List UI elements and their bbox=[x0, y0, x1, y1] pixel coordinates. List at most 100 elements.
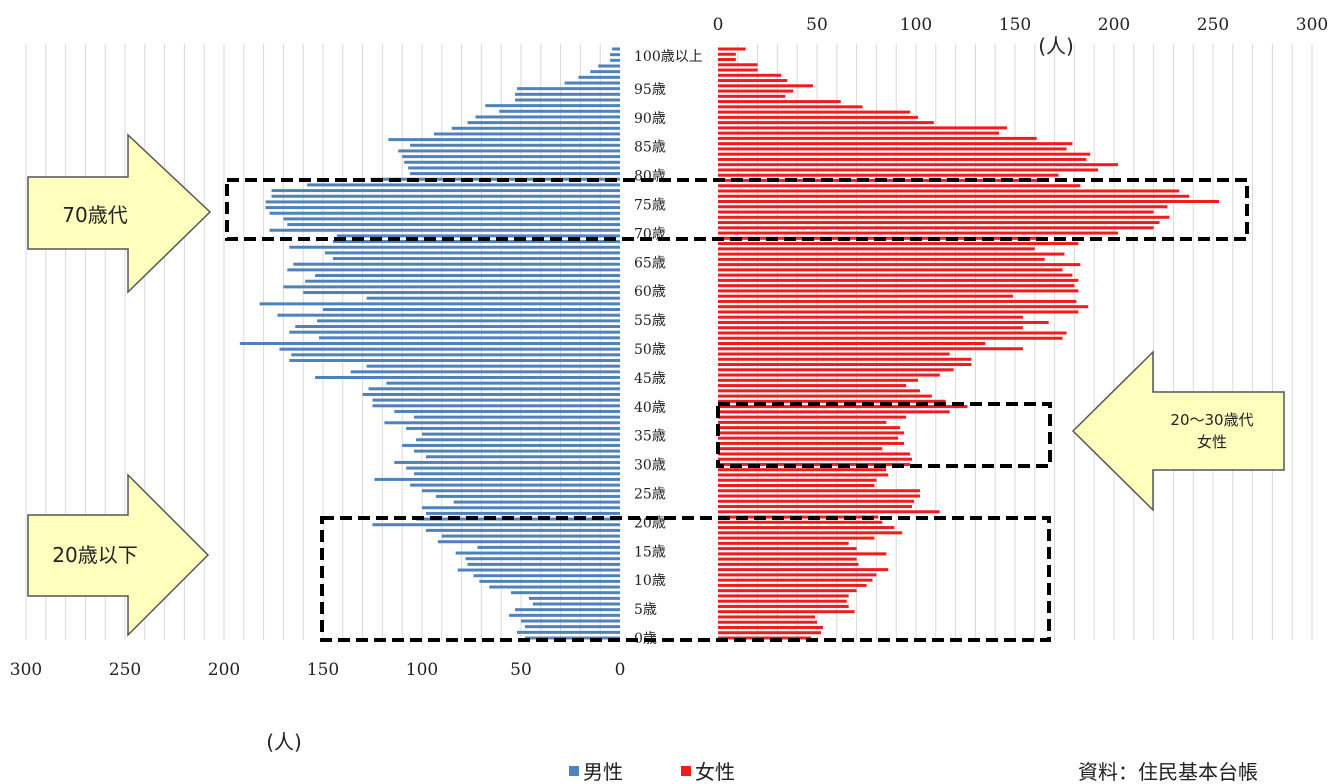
bar-female bbox=[718, 226, 1154, 230]
bar-female bbox=[718, 394, 932, 398]
bar-male bbox=[473, 574, 620, 578]
bar-female bbox=[718, 58, 736, 62]
bar-female bbox=[718, 115, 918, 119]
age-label: 50歳 bbox=[634, 342, 666, 358]
bar-female bbox=[718, 278, 1079, 282]
bar-male bbox=[394, 460, 620, 464]
bar-male bbox=[479, 579, 620, 583]
tick-label-right: 100 bbox=[900, 15, 932, 35]
bar-female bbox=[718, 320, 1049, 324]
bar-male bbox=[271, 194, 620, 198]
bar-female bbox=[718, 194, 1190, 198]
bar-female bbox=[718, 415, 907, 419]
bar-male bbox=[457, 568, 620, 572]
bar-male bbox=[422, 489, 620, 493]
bar-male bbox=[515, 98, 620, 102]
bar-female bbox=[718, 547, 857, 551]
bar-female bbox=[718, 263, 1081, 267]
bar-female bbox=[718, 631, 821, 635]
bar-male bbox=[289, 330, 620, 334]
bar-female bbox=[718, 573, 877, 577]
bar-female bbox=[718, 615, 816, 619]
age-label: 5歳 bbox=[634, 602, 657, 618]
bar-male bbox=[467, 562, 620, 566]
bar-female bbox=[718, 110, 911, 114]
bar-female bbox=[718, 610, 855, 614]
bar-female bbox=[718, 84, 814, 88]
bar-male bbox=[416, 438, 620, 442]
bar-male bbox=[422, 506, 620, 510]
bar-female bbox=[718, 247, 1035, 251]
tick-label-right: 0 bbox=[713, 15, 724, 35]
bar-female bbox=[718, 399, 946, 403]
bar-female bbox=[718, 552, 887, 556]
bar-female bbox=[718, 168, 1099, 172]
bar-female bbox=[718, 315, 1023, 319]
bar-male bbox=[532, 602, 620, 606]
bar-male bbox=[414, 415, 620, 419]
bar-female bbox=[718, 441, 905, 445]
bar-female bbox=[718, 457, 913, 461]
bar-male bbox=[323, 308, 620, 312]
highlight-box-70s bbox=[225, 178, 1249, 241]
bar-male bbox=[350, 370, 620, 374]
bar-female bbox=[718, 510, 940, 514]
bar-male bbox=[406, 466, 620, 470]
bar-female bbox=[718, 163, 1118, 167]
tick-label-left: 200 bbox=[208, 660, 240, 680]
unit-label-left: (人) bbox=[266, 730, 302, 754]
tick-label-right: 50 bbox=[806, 15, 828, 35]
bar-male bbox=[467, 121, 620, 125]
bar-male bbox=[564, 81, 620, 85]
bar-male bbox=[289, 245, 620, 249]
bar-female bbox=[718, 52, 736, 56]
bar-female bbox=[718, 347, 1023, 351]
age-label: 55歳 bbox=[634, 313, 666, 329]
age-label: 10歳 bbox=[634, 573, 666, 589]
bar-female bbox=[718, 189, 1180, 193]
bar-male bbox=[295, 325, 620, 329]
bar-male bbox=[410, 483, 620, 487]
bar-female bbox=[718, 473, 889, 477]
bar-male bbox=[336, 234, 620, 238]
bar-male bbox=[402, 155, 620, 159]
bar-female bbox=[718, 200, 1219, 204]
bar-male bbox=[372, 404, 620, 408]
age-label: 25歳 bbox=[634, 487, 666, 503]
arrow-20-30s-female-label-1: 20～30歳代 bbox=[1170, 411, 1253, 429]
bar-female bbox=[718, 142, 1073, 146]
bar-male bbox=[269, 228, 620, 232]
bar-male bbox=[408, 166, 620, 170]
bar-male bbox=[435, 494, 620, 498]
bar-female bbox=[718, 231, 1118, 235]
bar-female bbox=[718, 136, 1037, 140]
bar-male bbox=[414, 449, 620, 453]
bar-male bbox=[453, 500, 620, 504]
bar-female bbox=[718, 100, 841, 104]
bar-male bbox=[590, 70, 620, 74]
male-bars bbox=[239, 47, 620, 640]
bar-male bbox=[398, 149, 620, 153]
bar-male bbox=[517, 87, 620, 91]
bar-male bbox=[366, 364, 620, 368]
bar-male bbox=[451, 126, 620, 130]
bar-male bbox=[610, 53, 620, 57]
bar-female bbox=[718, 436, 899, 440]
arrow-70s-label: 70歳代 bbox=[62, 203, 127, 227]
bar-female bbox=[718, 352, 950, 356]
bar-male bbox=[283, 285, 620, 289]
bar-female bbox=[718, 478, 877, 482]
source-note: 資料：住民基本台帳 bbox=[1078, 760, 1258, 784]
bar-male bbox=[515, 92, 620, 96]
bar-male bbox=[388, 138, 620, 142]
tick-label-left: 300 bbox=[10, 660, 42, 680]
bar-female bbox=[718, 73, 782, 77]
tick-label-left: 100 bbox=[406, 660, 438, 680]
bar-female bbox=[718, 273, 1073, 277]
age-label: 80歳 bbox=[634, 169, 666, 185]
highlight-box-under-20 bbox=[320, 516, 1051, 642]
bar-female bbox=[718, 384, 907, 388]
legend-label-male: 男性 bbox=[583, 760, 623, 784]
bar-female bbox=[718, 594, 849, 598]
bar-female bbox=[718, 131, 1000, 135]
